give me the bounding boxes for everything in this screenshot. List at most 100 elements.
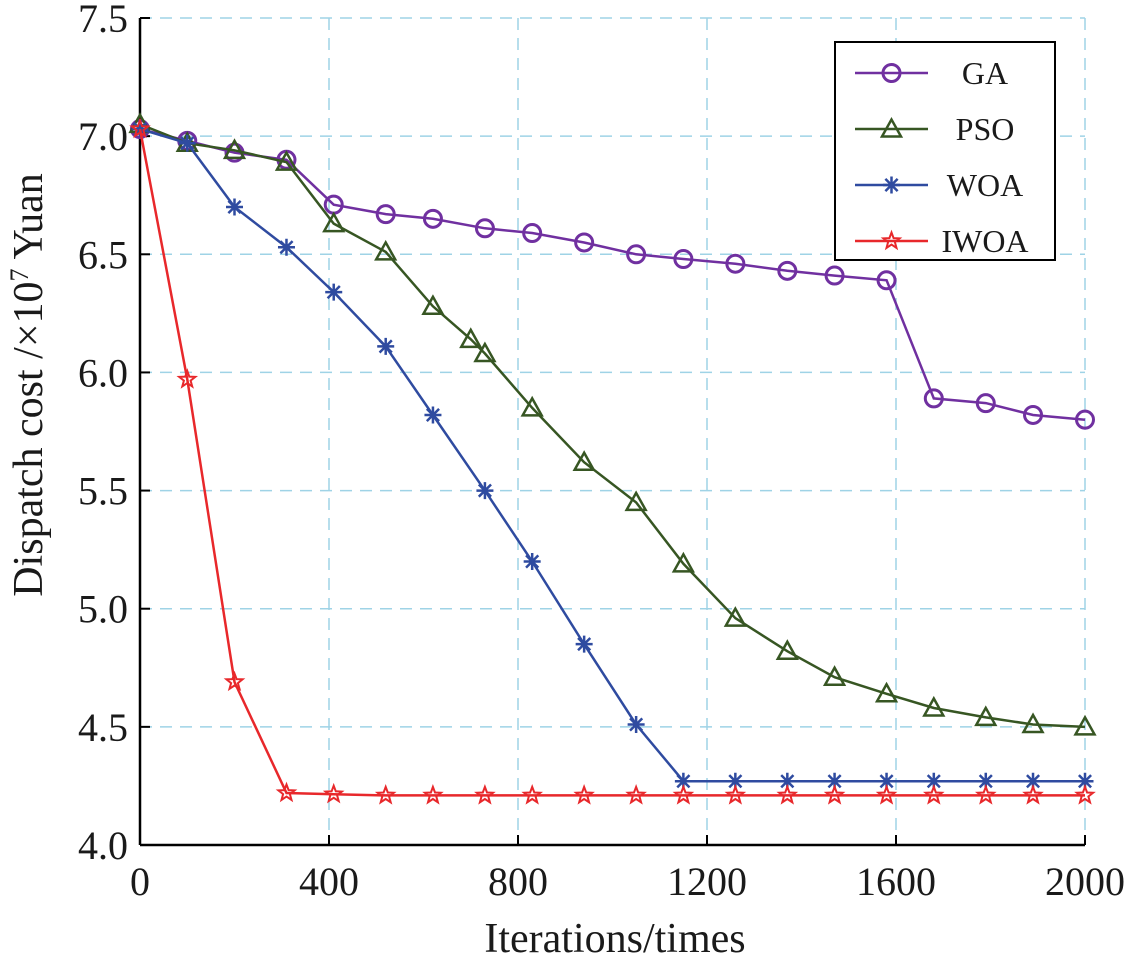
tick-labels: 0 400 800 1200 1600 2000 4.0 4.5 5.0 5.5 6.0 6.5 7.0…	[78, 0, 1125, 904]
y-axis-title: Dispatch cost /×107 Yuan	[5, 173, 52, 597]
data-point-ga	[474, 218, 495, 239]
data-point-ga	[574, 232, 595, 253]
legend-marker-woa-strokes	[883, 176, 900, 194]
data-point-pso	[222, 138, 247, 160]
legend-marker-woa	[883, 176, 900, 194]
data-point-woa-strokes	[925, 772, 943, 790]
data-point-woa	[325, 283, 343, 301]
data-point-iwoa	[474, 784, 496, 805]
data-point-woa	[826, 772, 844, 790]
data-point-woa	[277, 238, 295, 256]
data-point-woa	[523, 552, 541, 570]
data-point-ga	[824, 265, 845, 286]
data-point-ga	[923, 388, 944, 409]
y-axis-title-exponent: 7	[5, 268, 34, 281]
y-tick-label: 6.5	[78, 232, 128, 277]
data-point-iwoa	[1074, 784, 1096, 805]
data-point-woa-strokes	[826, 772, 844, 790]
data-point-pso	[473, 341, 497, 363]
data-point-ga	[876, 270, 897, 291]
y-tick-label: 4.0	[78, 823, 128, 868]
data-point-pso	[874, 681, 899, 703]
legend-item-pso: PSO	[855, 111, 1014, 147]
data-point-iwoa	[176, 368, 199, 389]
data-point-woa-strokes	[1076, 772, 1094, 790]
data-point-woa	[925, 772, 943, 790]
x-tick-label: 1200	[667, 859, 747, 904]
plot-frame	[138, 17, 1086, 847]
data-point-woa	[424, 406, 442, 424]
data-point-iwoa	[573, 783, 595, 805]
data-point-pso	[922, 695, 946, 717]
legend-label-woa: WOA	[947, 167, 1023, 203]
data-point-woa-strokes	[674, 772, 692, 790]
data-point-pso	[723, 606, 747, 627]
data-point-woa	[778, 772, 796, 790]
legend-label-iwoa: IWOA	[941, 223, 1028, 259]
data-point-woa	[1024, 772, 1042, 790]
data-point-ga	[975, 393, 996, 414]
data-point-pso	[822, 665, 847, 686]
data-point-woa	[878, 772, 896, 790]
x-tick-label: 0	[130, 859, 150, 904]
data-point-iwoa	[422, 783, 444, 805]
series-line-iwoa	[138, 128, 1085, 797]
data-point-woa-strokes	[226, 198, 243, 216]
data-point-woa-strokes	[424, 406, 442, 424]
y-axis-title-prefix: Dispatch cost /×10	[6, 281, 52, 596]
data-point-pso	[520, 395, 544, 417]
legend-box	[834, 41, 1056, 261]
legend: GA PSO WOA IWOA	[834, 41, 1056, 261]
data-point-woa	[977, 772, 995, 790]
data-point-iwoa	[875, 783, 898, 805]
data-point-ga	[626, 244, 647, 265]
data-point-woa-strokes	[277, 238, 295, 256]
data-point-woa	[627, 715, 645, 733]
data-point-pso	[671, 551, 696, 573]
data-point-iwoa	[922, 784, 945, 805]
data-point-iwoa	[322, 782, 345, 804]
y-tick-label: 7.0	[78, 114, 128, 159]
data-point-ga	[375, 204, 396, 225]
data-point-woa-strokes	[627, 715, 645, 733]
data-point-pso	[459, 327, 483, 349]
series-woa	[131, 120, 1094, 790]
data-point-pso	[322, 211, 346, 233]
data-point-woa-strokes	[726, 772, 744, 790]
data-point-woa	[178, 134, 196, 152]
data-point-ga	[725, 253, 746, 274]
data-point-woa	[674, 772, 692, 790]
data-point-iwoa	[374, 784, 397, 805]
data-point-woa	[1076, 772, 1094, 790]
data-point-woa	[476, 482, 494, 500]
legend-item-ga: GA	[855, 55, 1008, 91]
data-point-pso	[274, 150, 299, 171]
legend-item-iwoa: IWOA	[855, 223, 1029, 259]
data-point-woa-strokes	[977, 772, 995, 790]
data-point-iwoa	[275, 781, 298, 803]
legend-marker-ga	[881, 63, 902, 83]
y-tick-label: 5.5	[78, 469, 128, 514]
legend-marker-pso	[879, 116, 904, 138]
data-point-woa-strokes	[523, 552, 541, 570]
data-point-pso	[1073, 714, 1097, 736]
data-point-iwoa	[974, 784, 997, 805]
data-point-woa	[131, 120, 149, 138]
data-point-woa-strokes	[178, 134, 196, 152]
x-tick-label: 1600	[856, 859, 936, 904]
data-point-iwoa	[625, 784, 647, 805]
data-point-pso	[1021, 712, 1045, 734]
data-point-iwoa	[823, 784, 846, 805]
data-point-ga	[422, 208, 443, 229]
data-point-ga	[777, 260, 798, 281]
y-tick-label: 5.0	[78, 587, 128, 632]
data-point-woa	[575, 635, 593, 653]
legend-marker-iwoa	[880, 229, 903, 251]
y-tick-label: 4.5	[78, 705, 128, 750]
data-point-woa-strokes	[575, 635, 593, 653]
data-point-woa	[726, 772, 744, 790]
y-tick-label: 7.5	[78, 0, 128, 41]
legend-item-woa: WOA	[855, 167, 1023, 203]
